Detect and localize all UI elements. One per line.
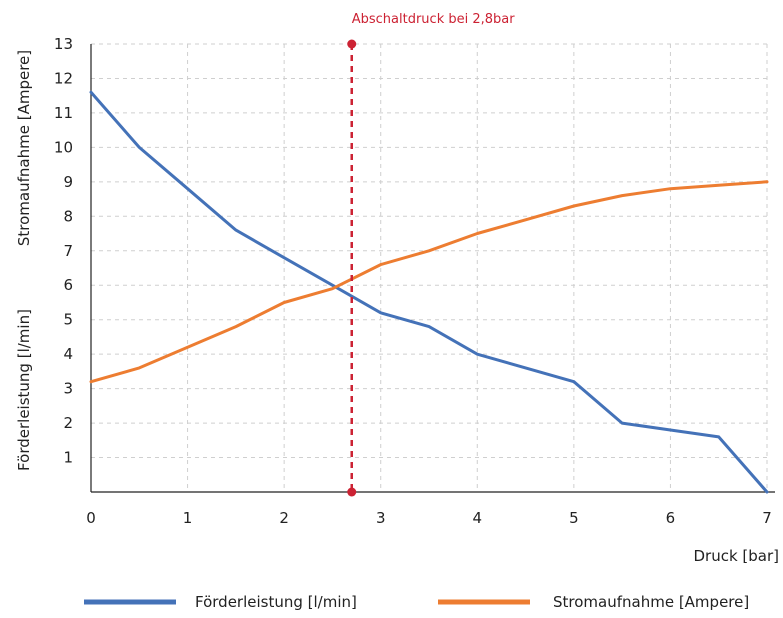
axes-layer [90, 44, 775, 493]
x-tick-label: 3 [376, 509, 386, 527]
y-tick-label: 7 [63, 242, 73, 260]
y-tick-label: 3 [63, 380, 73, 398]
y-tick-label: 8 [63, 207, 73, 225]
annotation-marker-bottom [347, 487, 357, 497]
y-tick-label: 4 [63, 345, 73, 363]
series-line-1 [89, 90, 769, 494]
y-axis-label: Förderleistung [l/min] [15, 309, 33, 471]
x-tick-label: 6 [666, 509, 676, 527]
legend-label-1: Förderleistung [l/min] [195, 593, 357, 611]
annotation-marker-top [347, 39, 357, 49]
x-tick-label: 1 [183, 509, 193, 527]
y-tick-label: 6 [63, 276, 73, 294]
y-tick-label: 1 [63, 449, 73, 467]
legend: Förderleistung [l/min] Stromaufnahme [Amp… [84, 593, 749, 611]
annotation-layer: Abschaltdruck bei 2,8bar [347, 12, 515, 497]
y-tick-label: 12 [54, 69, 73, 87]
series-layer [89, 90, 769, 494]
x-axis-label: Druck [bar] [693, 547, 779, 565]
x-tick-label: 0 [86, 509, 96, 527]
y-axis-label-2: Stromaufnahme [Ampere] [15, 50, 33, 246]
y-tick-label: 13 [54, 35, 73, 53]
legend-label-2: Stromaufnahme [Ampere] [553, 593, 749, 611]
series-line-2 [89, 180, 769, 384]
x-tick-label: 7 [762, 509, 772, 527]
x-tick-label: 5 [569, 509, 579, 527]
y-tick-label: 9 [63, 173, 73, 191]
x-tick-label: 2 [279, 509, 289, 527]
y-tick-label: 2 [63, 414, 73, 432]
y-tick-label: 5 [63, 311, 73, 329]
y-tick-label: 10 [54, 138, 73, 156]
grid-layer [91, 43, 768, 492]
x-tick-label: 4 [473, 509, 483, 527]
annotation-label: Abschaltdruck bei 2,8bar [352, 12, 516, 27]
y-tick-label: 11 [54, 104, 73, 122]
